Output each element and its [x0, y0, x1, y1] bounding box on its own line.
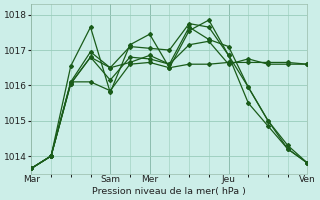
X-axis label: Pression niveau de la mer( hPa ): Pression niveau de la mer( hPa ): [92, 187, 246, 196]
